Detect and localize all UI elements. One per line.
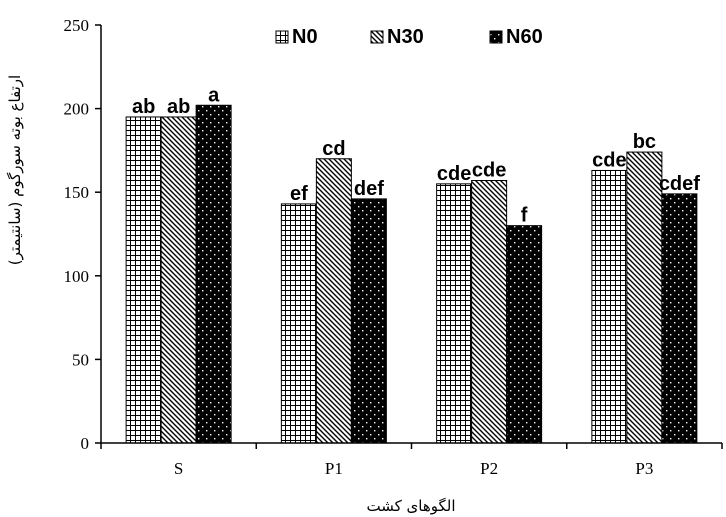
x-tick-label: P1 [325,459,343,478]
y-tick-label: 200 [64,100,90,119]
significance-label: ab [132,96,155,118]
significance-label: cde [592,149,626,171]
bar-n60-s [195,104,232,444]
legend-swatch-n0 [275,30,289,44]
y-tick-label: 150 [64,183,90,202]
legend-swatch-n60 [489,30,503,44]
significance-label: cd [322,138,345,160]
bar-n0-p2 [436,183,473,444]
bars [125,104,698,444]
bar-n30-p1 [315,158,352,444]
bar-n30-p3 [626,151,663,444]
bar-n30-s [160,116,197,444]
y-tick-label: 100 [64,267,90,286]
y-axis-ticks: 0 50 100 150 200 250 [64,16,101,453]
significance-label: cde [437,163,471,185]
y-tick-label: 250 [64,16,90,35]
bar-n60-p3 [661,193,698,444]
legend-label-n0: N0 [292,26,318,48]
bar-n0-p3 [591,169,628,444]
significance-label: ab [167,96,190,118]
y-tick-label: 0 [81,434,90,453]
significance-label: a [208,84,220,106]
bar-n30-p2 [471,179,508,444]
significance-label: ef [290,183,308,205]
significance-label: def [354,178,384,200]
legend-swatch-n30 [370,30,384,44]
legend: N0 N30 N60 [275,26,543,48]
bar-n0-s [125,116,162,444]
y-tick-label: 50 [72,350,89,369]
x-axis-ticks: S P1 P2 P3 [100,443,723,478]
x-tick-label: P2 [480,459,498,478]
x-tick-label: S [174,459,183,478]
bar-n60-p1 [350,198,387,444]
legend-label-n60: N60 [506,26,543,48]
bar-n60-p2 [506,225,543,444]
significance-label: cde [472,159,506,181]
legend-label-n30: N30 [387,26,424,48]
significance-label: f [521,205,528,227]
significance-label: bc [633,131,656,153]
x-axis-title: الگوهای کشت [366,497,455,515]
significance-label: cdef [659,173,700,195]
x-tick-label: P3 [635,459,653,478]
bar-n0-p1 [280,203,317,444]
y-axis-title: ارتفاع بوته سورگوم (سانتیمتر) [6,75,24,265]
